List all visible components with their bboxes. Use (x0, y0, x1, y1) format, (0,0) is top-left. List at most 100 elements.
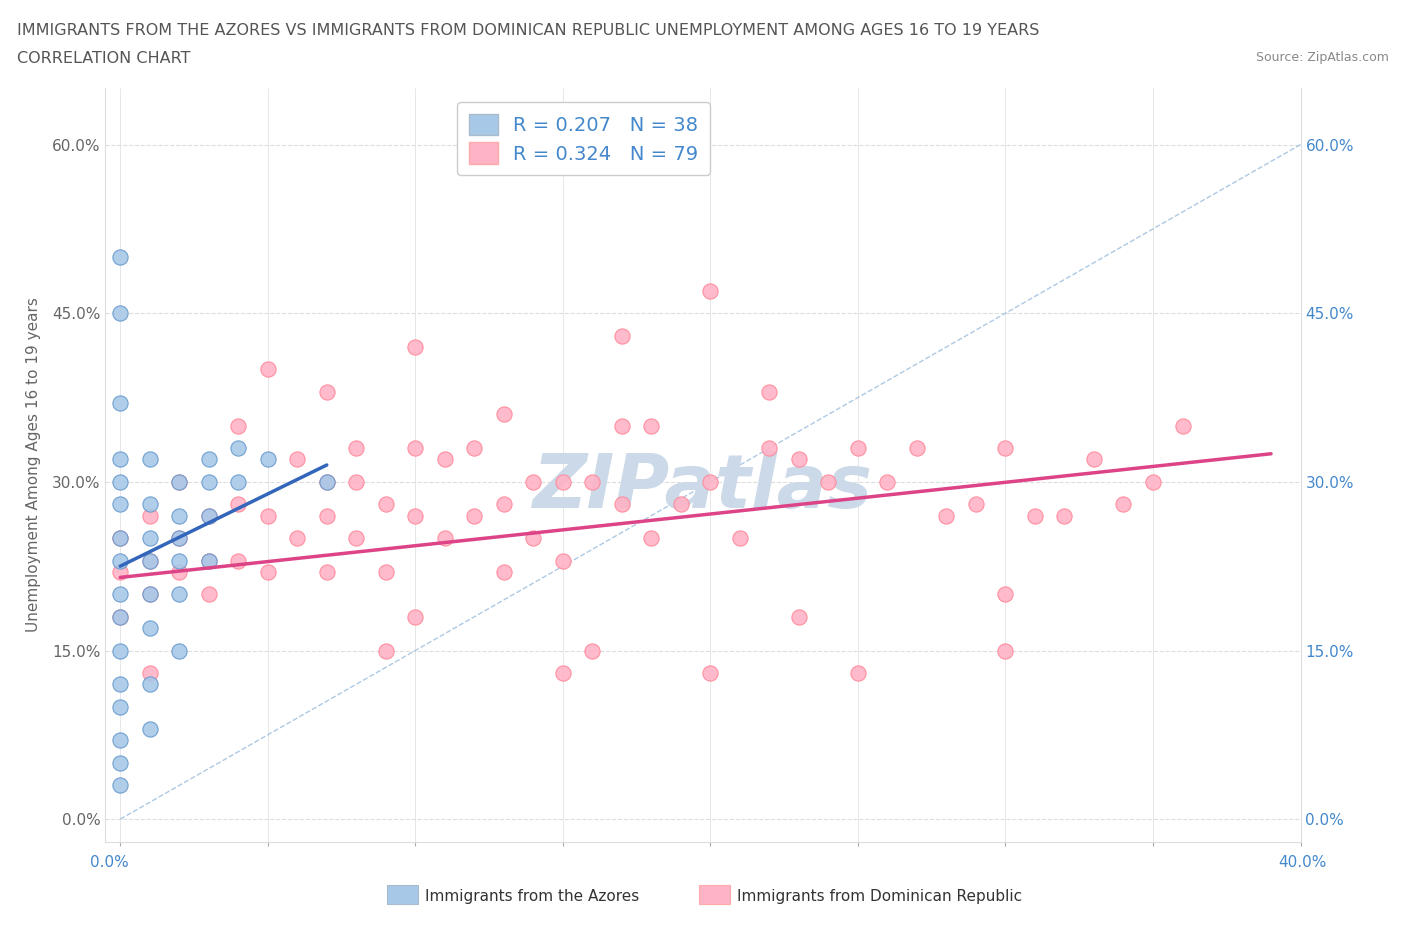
Point (108, 755, 131, 770)
Point (581, 643, 603, 658)
Point (197, 474, 219, 489)
Point (551, 666, 574, 681)
Point (197, 553, 219, 568)
Point (167, 531, 190, 546)
Point (197, 508, 219, 523)
Point (256, 362, 278, 377)
Legend: R = 0.207   N = 38, R = 0.324   N = 79: R = 0.207 N = 38, R = 0.324 N = 79 (457, 102, 710, 176)
Point (197, 452, 219, 467)
Point (285, 531, 308, 546)
Point (344, 531, 367, 546)
Point (640, 418, 662, 433)
Point (108, 531, 131, 546)
Point (522, 531, 544, 546)
Point (167, 508, 190, 523)
Point (610, 497, 633, 512)
Point (138, 620, 160, 635)
Point (108, 497, 131, 512)
Point (138, 553, 160, 568)
Text: IMMIGRANTS FROM THE AZORES VS IMMIGRANTS FROM DOMINICAN REPUBLIC UNEMPLOYMENT AM: IMMIGRANTS FROM THE AZORES VS IMMIGRANTS… (17, 23, 1039, 38)
Text: 0.0%: 0.0% (90, 855, 129, 870)
Point (994, 587, 1017, 602)
Point (256, 452, 278, 467)
Point (905, 441, 928, 456)
Point (315, 508, 337, 523)
Point (138, 531, 160, 546)
Text: Immigrants from Dominican Republic: Immigrants from Dominican Republic (737, 889, 1022, 904)
Point (108, 531, 131, 546)
Point (935, 508, 957, 523)
Point (551, 553, 574, 568)
Point (610, 418, 633, 433)
Point (315, 474, 337, 489)
Point (344, 474, 367, 489)
Point (965, 497, 987, 512)
Point (138, 722, 160, 737)
Point (994, 643, 1017, 658)
Point (138, 677, 160, 692)
Point (138, 452, 160, 467)
Point (197, 587, 219, 602)
Y-axis label: Unemployment Among Ages 16 to 19 years: Unemployment Among Ages 16 to 19 years (25, 298, 41, 632)
Text: 40.0%: 40.0% (1278, 855, 1326, 870)
Point (846, 666, 869, 681)
Point (433, 452, 456, 467)
Point (108, 452, 131, 467)
Point (787, 452, 810, 467)
Point (374, 497, 396, 512)
Point (699, 284, 721, 299)
Point (994, 441, 1017, 456)
Text: CORRELATION CHART: CORRELATION CHART (17, 51, 190, 66)
Text: Source: ZipAtlas.com: Source: ZipAtlas.com (1256, 51, 1389, 64)
Point (167, 643, 190, 658)
Point (1112, 497, 1135, 512)
Point (108, 587, 131, 602)
Point (404, 441, 426, 456)
Point (1083, 452, 1105, 467)
Point (758, 441, 780, 456)
Point (138, 553, 160, 568)
Point (728, 531, 751, 546)
Point (108, 553, 131, 568)
Point (492, 407, 515, 422)
Point (492, 497, 515, 512)
Point (108, 609, 131, 624)
Point (285, 452, 308, 467)
Point (108, 249, 131, 264)
Point (108, 565, 131, 579)
Point (138, 587, 160, 602)
Point (167, 474, 190, 489)
Point (108, 609, 131, 624)
Point (108, 396, 131, 411)
Point (846, 441, 869, 456)
Point (315, 384, 337, 399)
Text: ZIPatlas: ZIPatlas (533, 451, 873, 525)
Point (581, 474, 603, 489)
Point (226, 553, 249, 568)
Point (256, 565, 278, 579)
Point (167, 474, 190, 489)
Point (138, 587, 160, 602)
Point (610, 328, 633, 343)
Point (226, 497, 249, 512)
Point (1053, 508, 1076, 523)
Point (758, 384, 780, 399)
Text: Immigrants from the Azores: Immigrants from the Azores (425, 889, 638, 904)
Point (315, 474, 337, 489)
Point (404, 609, 426, 624)
Point (226, 418, 249, 433)
Point (197, 508, 219, 523)
Point (1142, 474, 1164, 489)
Point (374, 565, 396, 579)
Point (108, 306, 131, 321)
Point (374, 643, 396, 658)
Point (167, 553, 190, 568)
Point (640, 531, 662, 546)
Point (108, 699, 131, 714)
Point (699, 474, 721, 489)
Point (669, 497, 692, 512)
Point (463, 508, 485, 523)
Point (167, 565, 190, 579)
Point (522, 474, 544, 489)
Point (315, 565, 337, 579)
